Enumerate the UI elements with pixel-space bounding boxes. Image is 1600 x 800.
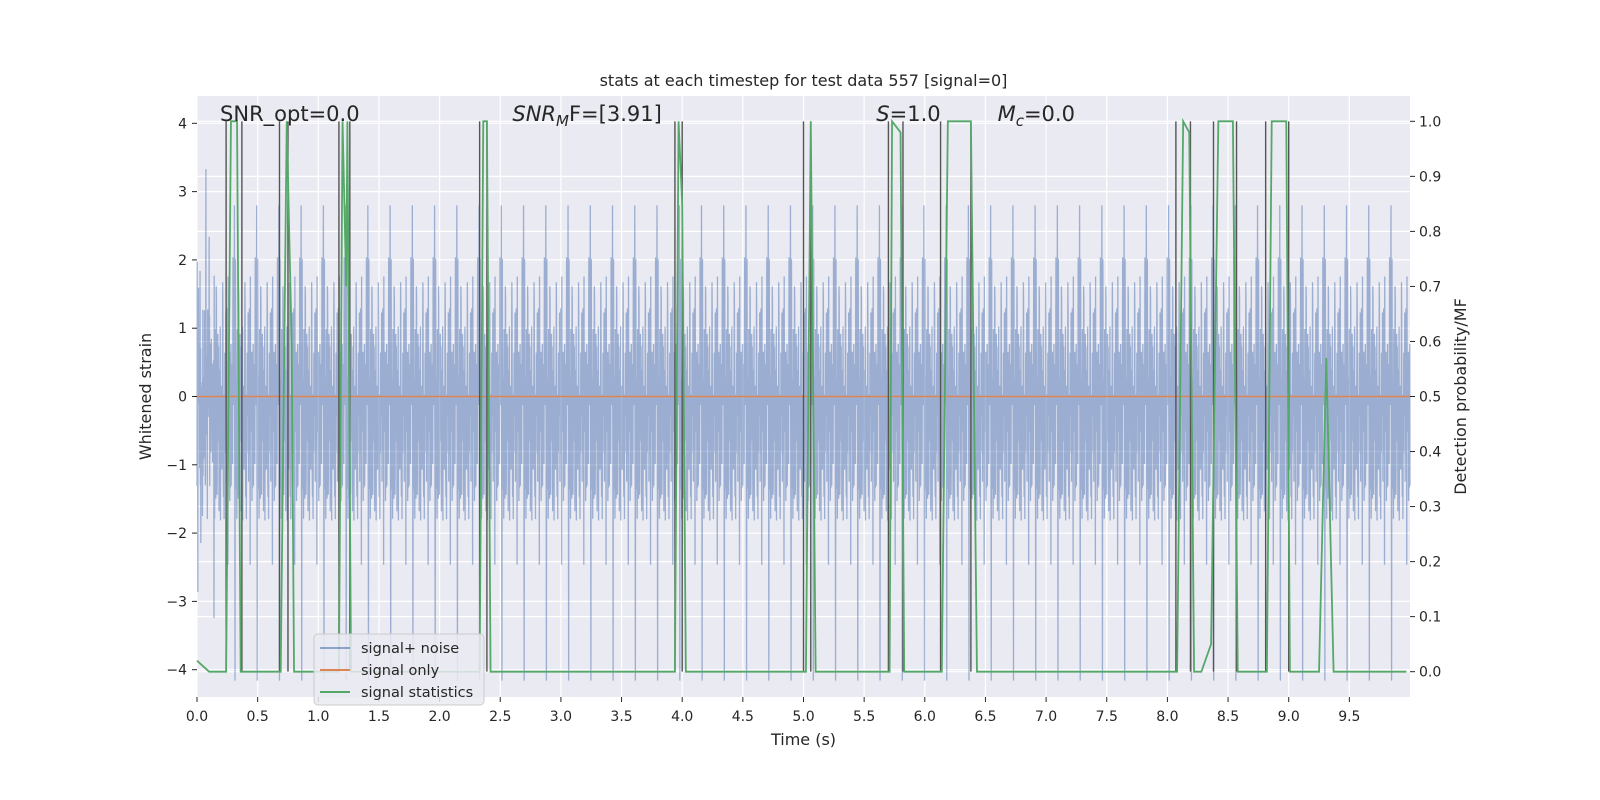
annotations: SNR_opt=0.0 SNRMF=[3.91] S=1.0 Mc=0.0 (220, 102, 1075, 130)
legend: signal+ noise signal only signal statistic… (313, 633, 485, 706)
x-tick-label: 0.5 (247, 709, 269, 725)
y-tick-label-right: 0.4 (1419, 445, 1441, 461)
x-tick-label: 1.5 (368, 709, 390, 725)
legend-entry: signal only (361, 663, 440, 679)
y-tick-label-right: 0.7 (1419, 279, 1441, 295)
legend-entry: signal statistics (361, 685, 473, 701)
x-tick-label: 8.0 (1156, 709, 1178, 725)
annotation-3: S=1.0 (876, 102, 940, 126)
y-axis-label-right: Detection probability/MF (1451, 298, 1470, 495)
y-tick-label: −4 (166, 663, 187, 679)
series-signal-statistics (196, 117, 1407, 673)
x-tick-label: 9.5 (1338, 709, 1360, 725)
x-tick-label: 7.5 (1096, 709, 1118, 725)
legend-entry: signal+ noise (361, 641, 459, 657)
chart-title: stats at each timestep for test data 557… (600, 71, 1008, 90)
x-tick-label: 5.5 (853, 709, 875, 725)
y-tick-label-right: 0.9 (1419, 169, 1441, 185)
annotation-1: SNR_opt=0.0 (220, 102, 360, 127)
x-tick-label: 3.5 (610, 709, 632, 725)
x-tick-label: 9.0 (1278, 709, 1300, 725)
y-tick-label: 1 (178, 321, 187, 337)
y-tick-label-right: 0.2 (1419, 555, 1441, 571)
y-tick-label-right: 0.3 (1419, 500, 1441, 516)
annotation-2: SNRMF=[3.91] (512, 102, 661, 130)
x-tick-label: 2.5 (489, 709, 511, 725)
x-tick-label: 5.0 (792, 709, 814, 725)
y-tick-label: 2 (178, 253, 187, 269)
y-tick-label: −2 (166, 526, 187, 542)
x-tick-label: 4.5 (732, 709, 754, 725)
y-tick-label: 3 (178, 185, 187, 201)
x-tick-label: 6.0 (914, 709, 936, 725)
y-tick-label: 0 (178, 390, 187, 406)
x-tick-label: 4.0 (671, 709, 693, 725)
x-tick-label: 3.0 (550, 709, 572, 725)
x-tick-label: 8.5 (1217, 709, 1239, 725)
legend-box (313, 633, 485, 706)
y-tick-label-right: 0.0 (1419, 665, 1441, 681)
axis-ticks: 0.0 0.5 1.0 1.5 2.0 2.5 3.0 3.5 4.0 4.5 5.0 5.5 6.0 6… (166, 114, 1441, 725)
x-tick-label: 1.0 (307, 709, 329, 725)
annotation-4: Mc=0.0 (998, 102, 1075, 130)
y-tick-label-right: 0.8 (1419, 224, 1441, 240)
x-axis-label: Time (s) (770, 730, 836, 749)
y-tick-label: 4 (178, 116, 187, 132)
x-tick-label: 7.0 (1035, 709, 1057, 725)
y-axis-label: Whitened strain (136, 333, 155, 460)
signal-statistics-line (196, 117, 1407, 673)
y-tick-label-right: 0.1 (1419, 610, 1441, 626)
x-tick-label: 0.0 (186, 709, 208, 725)
y-tick-label: −3 (166, 594, 187, 610)
y-tick-label: −1 (166, 458, 187, 474)
x-tick-label: 6.5 (974, 709, 996, 725)
y-tick-label-right: 0.6 (1419, 334, 1441, 350)
y-tick-label-right: 1.0 (1419, 114, 1441, 130)
x-tick-label: 2.0 (428, 709, 450, 725)
y-tick-label-right: 0.5 (1419, 390, 1441, 406)
